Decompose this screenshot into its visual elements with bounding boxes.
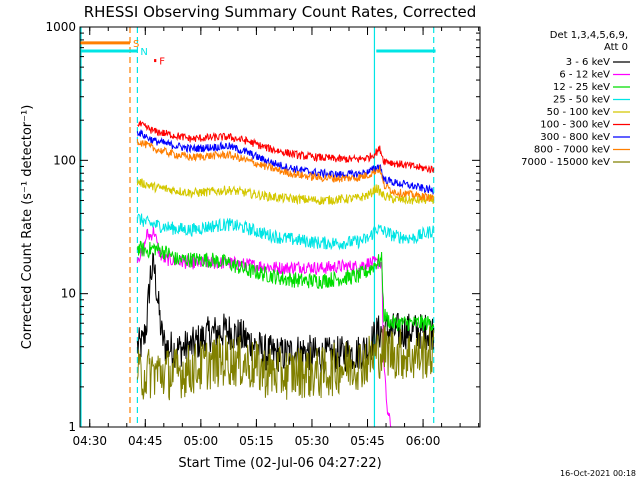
x-tick-label: 04:30 <box>72 434 107 448</box>
series-line <box>136 138 435 202</box>
x-tick-label: 06:00 <box>406 434 441 448</box>
x-axis-label: Start Time (02-Jul-06 04:27:22) <box>178 456 381 471</box>
plot-frame <box>79 26 481 428</box>
series-group <box>136 120 435 427</box>
legend-entry-label: 3 - 6 keV <box>566 57 610 68</box>
footer-date: 16-Oct-2021 00:18 <box>560 469 636 478</box>
flag-bars: SN F <box>80 39 436 68</box>
legend-entry-label: 50 - 100 keV <box>547 107 611 118</box>
series-line <box>137 120 435 174</box>
series-line <box>136 240 435 332</box>
legend-entry-label: 300 - 800 keV <box>540 132 610 143</box>
legend-entry-label: 6 - 12 keV <box>559 70 610 81</box>
flag-label: F <box>159 57 165 68</box>
series-line <box>136 325 435 401</box>
legend-entry-label: 25 - 50 keV <box>553 95 610 106</box>
flag-label: N <box>140 47 147 58</box>
legend-header: Det 1,3,4,5,6,9, <box>550 30 628 41</box>
x-axis: 04:30 04:45 05:00 05:15 05:30 05:45 06:00 <box>72 27 480 448</box>
legend-entry-label: 12 - 25 keV <box>553 82 610 93</box>
y-tick-label: 1 <box>68 420 76 434</box>
legend-entry-label: 100 - 300 keV <box>540 120 610 131</box>
y-tick-label: 100 <box>53 153 76 167</box>
y-tick-label: 10 <box>61 287 76 301</box>
flag-label: S <box>133 39 139 50</box>
x-tick-label: 05:45 <box>350 434 385 448</box>
series-line <box>136 178 435 206</box>
chart-title: RHESSI Observing Summary Count Rates, Co… <box>84 3 477 21</box>
x-tick-label: 05:15 <box>239 434 274 448</box>
y-tick-label: 1000 <box>45 20 76 34</box>
legend-entry-label: 800 - 7000 keV <box>534 145 610 156</box>
series-line <box>136 213 435 251</box>
legend-entry-label: 7000 - 15000 keV <box>521 157 610 168</box>
y-axis-label: Corrected Count Rate (s⁻¹ detector⁻¹) <box>20 105 35 350</box>
y-axis: 1 10 100 1000 <box>45 20 480 434</box>
legend: Det 1,3,4,5,6,9,Att 0 3 - 6 keV 6 - 12 keV… <box>521 30 630 168</box>
x-tick-label: 05:00 <box>184 434 219 448</box>
x-tick-label: 04:45 <box>128 434 163 448</box>
legend-header: Att 0 <box>604 42 628 53</box>
x-tick-label: 05:30 <box>295 434 330 448</box>
series-line <box>136 226 392 427</box>
